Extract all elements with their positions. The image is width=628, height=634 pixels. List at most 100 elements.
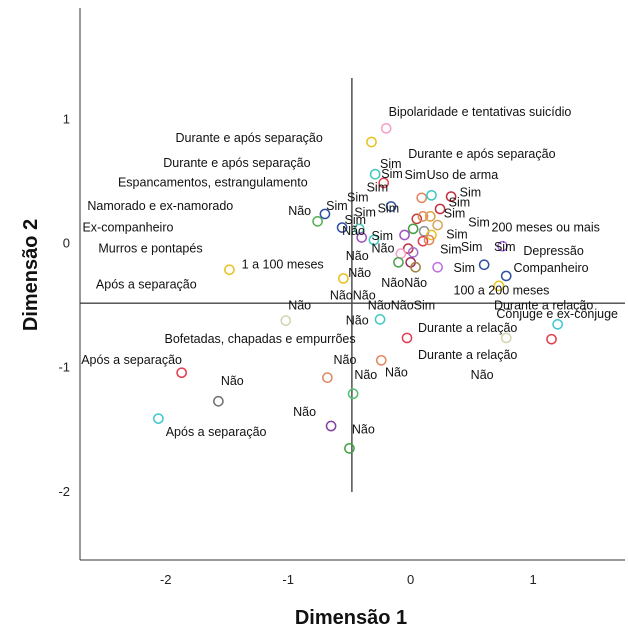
category-label: Sim	[367, 181, 389, 195]
category-label: Sim	[345, 213, 367, 227]
data-point	[369, 168, 381, 180]
data-point	[322, 372, 333, 384]
category-label: Não	[221, 374, 244, 388]
data-point	[445, 191, 457, 202]
y-axis-title: Dimensão 2	[20, 219, 42, 331]
data-point	[401, 332, 413, 344]
category-label: Sim	[460, 186, 482, 200]
data-point	[213, 395, 224, 407]
category-label: Não	[293, 405, 316, 419]
data-points	[153, 122, 563, 454]
category-label: Sim	[444, 207, 466, 221]
data-point	[176, 367, 188, 379]
category-label: Não	[346, 249, 369, 263]
category-label: Sim	[381, 167, 403, 181]
category-label: Sim	[354, 205, 376, 219]
category-label: 100 a 200 meses	[454, 284, 550, 298]
data-point	[552, 318, 563, 330]
data-point	[497, 240, 508, 252]
category-label: Durante a relação	[418, 348, 517, 362]
category-label: Não	[471, 368, 494, 382]
category-label: Bipolaridade e tentativas suicídio	[389, 105, 572, 119]
category-label: Não	[348, 266, 371, 280]
data-point	[325, 420, 337, 432]
category-label: Namorado e ex-namorado	[87, 199, 233, 213]
data-point	[319, 208, 331, 220]
category-label: Não	[288, 298, 311, 312]
category-label: Durante e após separação	[408, 147, 555, 161]
data-point	[426, 229, 437, 241]
data-point	[432, 219, 443, 231]
data-point	[500, 270, 512, 282]
category-label: Não	[352, 422, 375, 436]
category-label: Não	[385, 365, 408, 379]
data-point	[399, 229, 410, 241]
category-label: Não	[342, 224, 365, 238]
data-point	[385, 201, 397, 212]
x-tick-label: 0	[407, 572, 414, 587]
data-point	[224, 264, 235, 276]
category-label: Durante e após separação	[163, 156, 310, 170]
data-point	[434, 203, 446, 215]
category-label: NãoNão	[381, 276, 427, 290]
category-label: Cônjuge e ex-cônjuge	[496, 307, 618, 321]
data-point	[356, 232, 368, 243]
category-label: Sim	[440, 243, 462, 257]
y-tick-label: 0	[63, 236, 70, 251]
data-point	[546, 333, 557, 345]
data-point	[366, 136, 377, 148]
category-label: Ex-companheiro	[82, 220, 173, 234]
category-label: Sim	[461, 240, 483, 254]
category-label: Sim	[371, 229, 393, 243]
data-point	[411, 213, 423, 225]
y-tick-label: -2	[58, 484, 70, 499]
data-point	[423, 234, 435, 246]
category-label: Durante e após separação	[176, 131, 323, 145]
category-label: Depressão	[523, 244, 583, 258]
data-point	[407, 223, 419, 235]
data-point	[280, 315, 292, 326]
data-point	[374, 314, 386, 325]
data-point	[393, 256, 404, 268]
data-point	[432, 261, 443, 273]
data-point	[375, 354, 387, 366]
category-label: Não	[354, 368, 377, 382]
category-label: Sim	[446, 228, 468, 242]
data-point	[478, 259, 490, 271]
data-point	[153, 413, 164, 424]
category-label: Sim	[468, 215, 490, 229]
category-label: Companheiro	[514, 261, 589, 275]
category-label: Após a separação	[166, 425, 267, 439]
y-tick-label: -1	[58, 360, 70, 375]
axes	[79, 8, 625, 561]
y-tick-label: 1	[63, 112, 70, 127]
category-label: NãoNãoSim	[368, 298, 435, 312]
category-label: Não	[334, 353, 357, 367]
category-label: Sim	[380, 157, 402, 171]
x-axis-title: Dimensão 1	[295, 607, 407, 629]
data-point	[344, 443, 355, 454]
data-point	[378, 177, 390, 189]
category-label: Murros e pontapés	[98, 241, 202, 255]
category-label: Não	[371, 241, 394, 255]
category-label: Durante a relação	[418, 321, 517, 335]
category-label: Sim	[326, 199, 348, 213]
data-point	[500, 332, 512, 344]
data-point	[337, 273, 349, 284]
data-point	[424, 211, 436, 222]
data-point	[336, 222, 348, 233]
data-point	[347, 388, 359, 400]
data-point	[417, 235, 429, 247]
category-label: Espancamentos, estrangulamento	[118, 176, 308, 190]
point-labels: Bipolaridade e tentativas suicídio Durant…	[81, 105, 618, 439]
category-label: Não	[288, 204, 311, 218]
category-label: Sim	[494, 240, 516, 254]
data-point	[395, 248, 407, 259]
data-point	[416, 192, 428, 204]
category-label: Após a separação	[96, 277, 197, 291]
category-label: 1 a 100 meses	[242, 257, 324, 271]
data-point	[407, 247, 419, 258]
data-point	[426, 189, 437, 201]
category-label: Não	[346, 313, 369, 327]
